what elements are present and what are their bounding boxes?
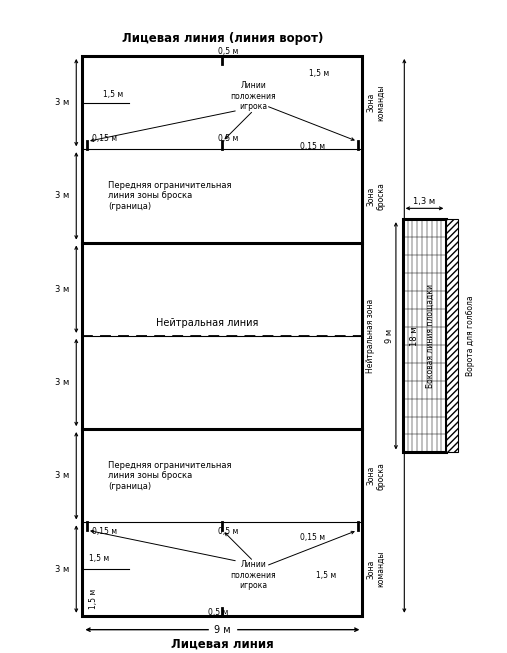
Text: 18 м: 18 м — [410, 326, 419, 345]
Bar — [83, 56, 363, 616]
Text: 0,15 м: 0,15 м — [300, 534, 325, 543]
Text: 3 м: 3 м — [55, 471, 69, 480]
Text: 0,15 м: 0,15 м — [92, 527, 117, 536]
Text: 0,15 м: 0,15 м — [300, 142, 325, 151]
Text: 0,15 м: 0,15 м — [92, 134, 117, 143]
Text: Зона
броска: Зона броска — [366, 462, 385, 490]
Text: 0,5 м: 0,5 м — [207, 608, 228, 617]
Text: 3 м: 3 м — [55, 378, 69, 387]
Text: 0,5 м: 0,5 м — [218, 527, 238, 536]
Text: 1,5 м: 1,5 м — [103, 90, 123, 99]
Text: Зона
броска: Зона броска — [366, 182, 385, 210]
Text: 0,5 м: 0,5 м — [218, 47, 238, 56]
Text: Зона
команды: Зона команды — [366, 84, 385, 121]
Bar — [403, 219, 446, 453]
Text: 1,5 м: 1,5 м — [309, 69, 330, 78]
Text: 3 м: 3 м — [55, 98, 69, 107]
Text: Зона
команды: Зона команды — [366, 551, 385, 587]
Text: 1,5 м: 1,5 м — [89, 588, 98, 609]
Text: Лицевая линия: Лицевая линия — [171, 637, 274, 650]
Text: 9 м: 9 м — [385, 328, 394, 343]
Text: Ворота для голбола: Ворота для голбола — [466, 296, 475, 376]
Text: 3 м: 3 м — [55, 191, 69, 200]
Text: 1,5 м: 1,5 м — [89, 554, 109, 563]
Text: 1,5 м: 1,5 м — [316, 571, 336, 580]
Text: 9 м: 9 м — [214, 625, 231, 635]
Text: 3 м: 3 м — [55, 285, 69, 294]
Text: Передняя ограничительная
линия зоны броска
(граница): Передняя ограничительная линия зоны брос… — [108, 181, 231, 211]
Bar — [446, 219, 458, 453]
Text: Линии
положения
игрока: Линии положения игрока — [231, 560, 276, 590]
Text: 0,5 м: 0,5 м — [218, 134, 238, 143]
Text: Нейтральная зона: Нейтральная зона — [366, 298, 375, 373]
Text: Боковая линия площадки: Боковая линия площадки — [426, 284, 435, 388]
Text: Нейтральная линия: Нейтральная линия — [156, 318, 258, 328]
Text: 3 м: 3 м — [55, 565, 69, 573]
Text: Передняя ограничительная
линия зоны броска
(граница): Передняя ограничительная линия зоны брос… — [108, 461, 231, 490]
Text: 1,3 м: 1,3 м — [414, 197, 436, 206]
Text: Лицевая линия (линия ворот): Лицевая линия (линия ворот) — [122, 33, 323, 45]
Text: Линии
положения
игрока: Линии положения игрока — [231, 82, 276, 111]
